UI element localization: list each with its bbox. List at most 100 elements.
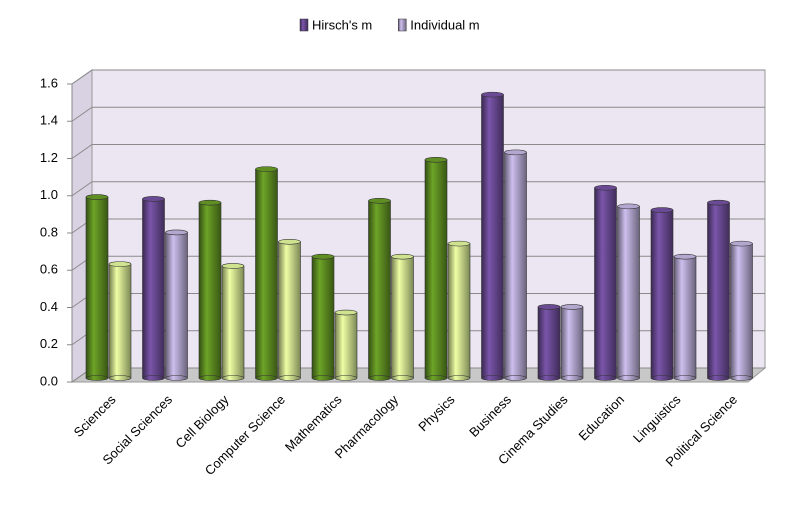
bar-top	[255, 166, 278, 172]
y-tick-label: 0.8	[40, 224, 58, 239]
bar-top	[368, 197, 391, 204]
bar-bottom	[368, 375, 391, 381]
legend-swatch	[299, 18, 309, 32]
bar	[447, 240, 471, 381]
y-tick-label: 0.0	[40, 373, 58, 388]
bar-top	[311, 253, 335, 260]
legend-swatch	[398, 18, 407, 32]
bar-body	[85, 196, 109, 379]
bar	[198, 199, 222, 381]
bar-bottom	[108, 375, 132, 381]
bar-body	[368, 200, 391, 379]
bar	[650, 207, 674, 381]
bar-top	[198, 199, 222, 206]
bar	[594, 184, 617, 381]
y-tick-label: 0.2	[40, 336, 58, 351]
bar-body	[673, 256, 697, 379]
bar-body	[707, 202, 730, 379]
x-tick-label: Cell Biology	[172, 392, 231, 451]
bar-bottom	[198, 375, 222, 381]
y-tick-label: 1.4	[40, 113, 58, 128]
bar-top	[447, 240, 471, 247]
y-tick-label: 0.6	[40, 262, 58, 277]
y-tick-label: 1.0	[40, 187, 58, 202]
bar-top	[617, 203, 640, 210]
bar	[504, 149, 527, 381]
bar-body	[730, 243, 753, 379]
bar-bottom	[311, 375, 335, 381]
x-tick-label: Linguistics	[630, 392, 684, 446]
bar-top	[85, 194, 109, 200]
bar	[334, 309, 358, 381]
bar-body	[594, 187, 617, 379]
bar	[85, 194, 109, 381]
bar-body	[142, 198, 165, 379]
bar-bottom	[481, 375, 504, 381]
bar-body	[311, 256, 335, 379]
bar	[707, 199, 730, 381]
x-tick-label: Education	[576, 392, 627, 443]
bar-top	[594, 184, 617, 191]
bar-top	[424, 157, 448, 163]
bar-bottom	[278, 375, 301, 381]
bar-top	[537, 304, 561, 310]
bar	[108, 261, 132, 381]
bar-body	[198, 202, 222, 379]
x-tick-label: Mathematics	[282, 392, 345, 455]
x-tick-label: Business	[466, 392, 514, 440]
bar	[278, 238, 301, 381]
bar	[368, 197, 391, 381]
bar	[221, 263, 245, 381]
bar-bottom	[537, 375, 561, 381]
y-tick-label: 0.4	[40, 299, 58, 314]
bar	[537, 304, 561, 381]
bar-top	[334, 309, 358, 316]
bar-bottom	[165, 375, 188, 381]
legend-label: Hirsch's m	[312, 17, 372, 32]
bar-bottom	[334, 375, 358, 381]
bar	[255, 166, 278, 381]
bar-bottom	[391, 375, 414, 381]
grid-line	[71, 69, 765, 85]
bar-body	[391, 256, 414, 379]
bar-bottom	[730, 375, 753, 381]
bar	[142, 196, 165, 381]
bar-body	[165, 232, 188, 379]
bar-bottom	[504, 375, 527, 381]
x-tick-label: Sciences	[71, 392, 119, 440]
bar-top	[707, 199, 730, 206]
bar-body	[334, 312, 358, 379]
bar-bottom	[142, 375, 165, 381]
grid-line	[71, 181, 765, 197]
bar-top	[221, 263, 245, 269]
bar-body	[255, 168, 278, 379]
bar-bottom	[221, 375, 245, 381]
x-tick-label: Physics	[415, 392, 458, 435]
bar-bottom	[255, 375, 278, 381]
bar-top	[108, 261, 132, 267]
bar-top	[278, 238, 301, 245]
bar-top	[560, 304, 584, 310]
bar-top	[481, 91, 504, 98]
bar-bottom	[594, 375, 617, 381]
bar	[481, 91, 504, 381]
grid-line	[71, 144, 765, 159]
bar	[391, 253, 414, 381]
bar	[424, 157, 448, 381]
bar-top	[391, 253, 414, 260]
bar-body	[447, 243, 471, 379]
bar-body	[504, 152, 527, 379]
bar	[560, 304, 584, 381]
bar-top	[165, 229, 188, 236]
bar-bottom	[617, 375, 640, 381]
bar	[617, 203, 640, 381]
y-tick-label: 1.2	[40, 150, 58, 165]
bar-bottom	[673, 375, 697, 381]
bar-top	[673, 253, 697, 260]
bar-bottom	[560, 375, 584, 381]
bar-bottom	[85, 375, 109, 381]
bar	[165, 229, 188, 381]
grid-line	[71, 106, 765, 122]
bar-bottom	[424, 375, 448, 381]
bar-body	[537, 306, 561, 379]
